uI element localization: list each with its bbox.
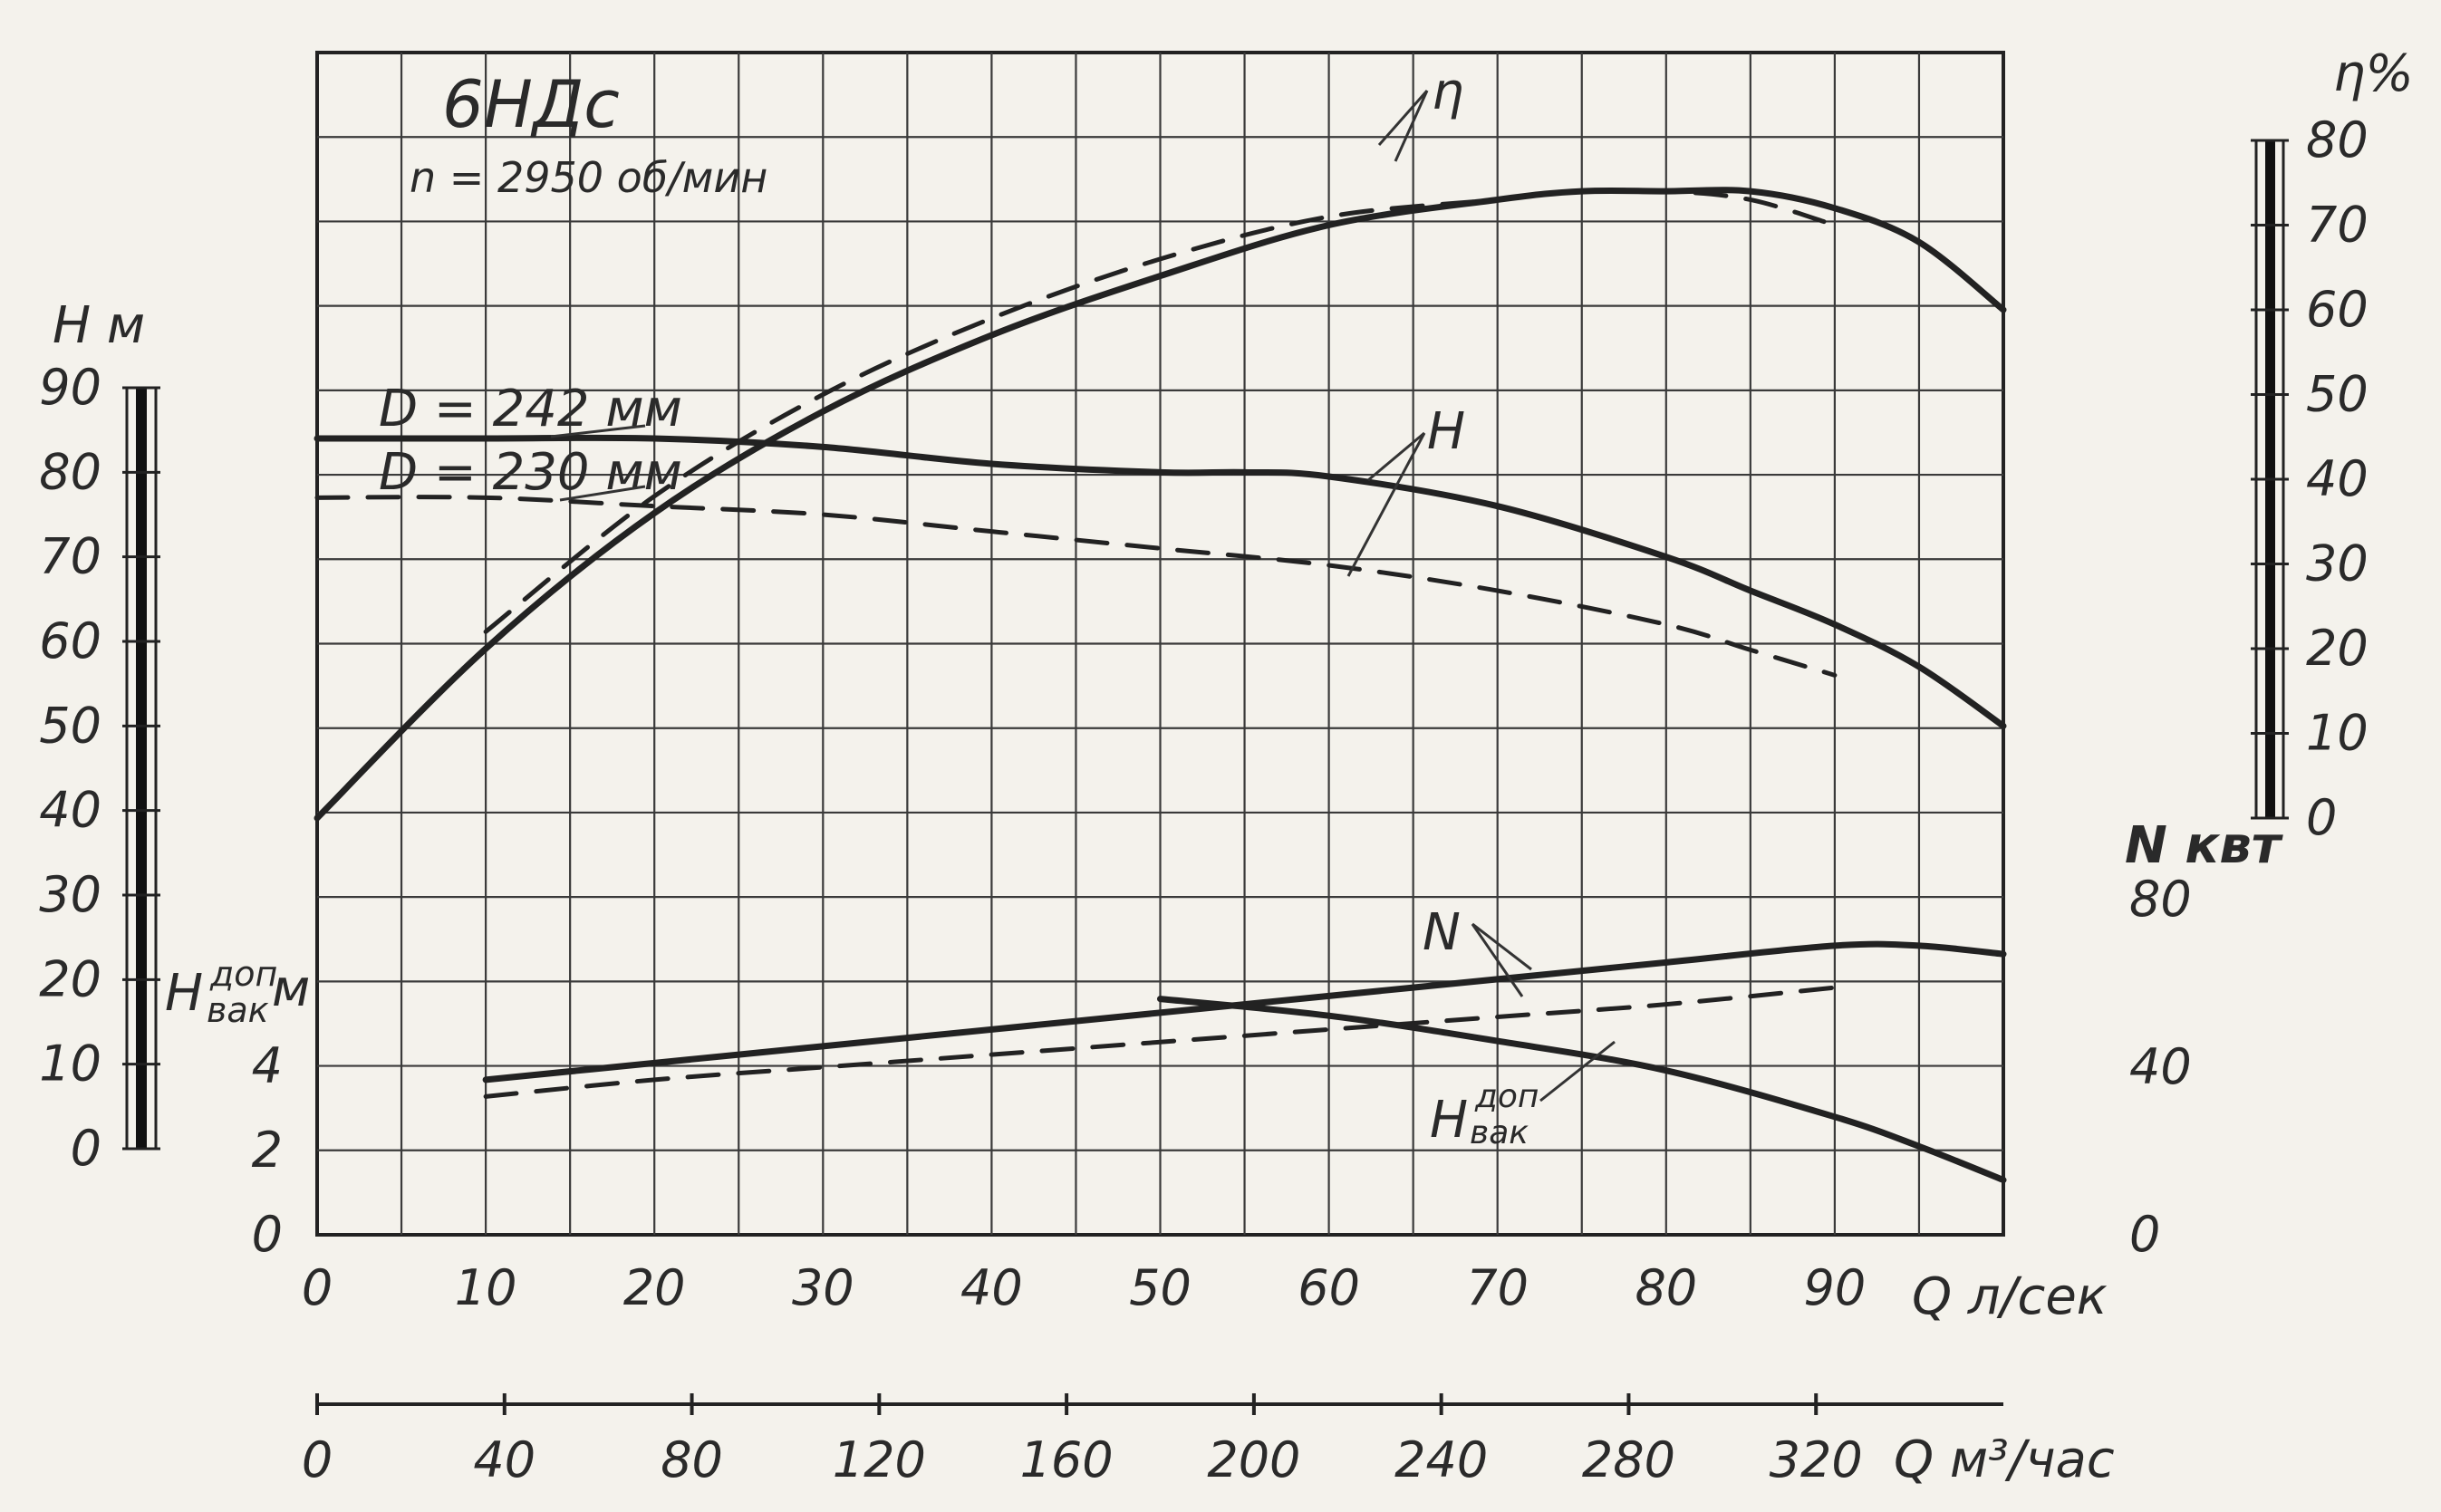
h-tick-label: 60: [39, 612, 101, 669]
svg-text:м: м: [272, 959, 310, 1018]
eta-axis-label: η%: [2333, 44, 2414, 103]
svg-text:вак: вак: [1470, 1114, 1529, 1151]
annotation-d230: D = 230 мм: [379, 443, 682, 502]
x2-tick-label: 0: [302, 1431, 333, 1488]
h-tick-label: 20: [39, 950, 101, 1007]
eta-tick-label: 20: [2306, 620, 2369, 677]
series-line-eta_230: [483, 188, 1838, 634]
n-axis-ticks: 0 40 80: [2129, 871, 2192, 1263]
x2-tick-label: 280: [1582, 1431, 1675, 1488]
svg-text:вак: вак: [207, 990, 269, 1030]
series-line-Hvac: [1157, 996, 2007, 1184]
svg-text:доп: доп: [1474, 1078, 1539, 1115]
series-line-H_230: [314, 495, 1838, 678]
annotation-curve-n: N: [1423, 903, 1461, 962]
grid: [317, 53, 2003, 1235]
h-tick-label: 10: [39, 1035, 101, 1093]
svg-text:доп: доп: [209, 954, 277, 994]
x2-tick-label: 40: [473, 1431, 535, 1488]
eta-tick-label: 70: [2306, 197, 2369, 254]
eta-tick-label: 0: [2306, 789, 2337, 846]
hvac-tick-label: 2: [252, 1122, 283, 1179]
series-group: [314, 187, 2007, 1184]
h-axis-label: H м: [53, 296, 145, 355]
svg-text:H: H: [165, 964, 203, 1023]
series-line-N_230: [483, 985, 1838, 1099]
hvac-axis-label: H доп вак м: [165, 954, 310, 1030]
annotation-curve-eta: η: [1432, 63, 1464, 121]
x2-axis-ticks: 0 40 80 120 160 200 240 280 320: [302, 1393, 1863, 1488]
n-tick-label: 0: [2129, 1206, 2160, 1263]
eta-tick-label: 80: [2306, 111, 2369, 169]
series-line-H_242: [314, 434, 2007, 729]
annotation-curve-h: H: [1427, 402, 1465, 461]
h-tick-label: 80: [39, 443, 101, 500]
n-tick-label: 80: [2129, 871, 2192, 928]
x-tick-label: 0: [302, 1259, 333, 1316]
x2-tick-label: 200: [1207, 1431, 1300, 1488]
x-axis-label: Q л/сек: [1912, 1267, 2108, 1326]
chart-title: 6НДс: [442, 66, 620, 142]
series-line-N_242: [482, 940, 2007, 1083]
annotation-curve-hvac: H доп вак: [1430, 1078, 1539, 1151]
x-tick-label: 70: [1466, 1259, 1529, 1316]
x-tick-label: 10: [455, 1259, 517, 1316]
eta-tick-label: 50: [2306, 366, 2369, 423]
x2-axis-label: Q м³/час: [1894, 1430, 2115, 1489]
eta-tick-label: 30: [2306, 535, 2369, 592]
hvac-tick-label: 4: [252, 1037, 283, 1094]
x-axis-ticks: 0 10 20 30 40 50 60 70 80 90: [302, 1259, 1866, 1316]
h-axis-ticks: 0 10 20 30 40 50 60 70 80 90: [39, 359, 160, 1177]
h-tick-label: 70: [39, 528, 101, 585]
h-axis-bar-fill: [136, 388, 147, 1149]
h-tick-label: 40: [39, 782, 101, 839]
h-tick-label: 50: [39, 697, 101, 754]
x2-tick-label: 120: [833, 1431, 926, 1488]
x2-tick-label: 80: [661, 1431, 723, 1488]
eta-tick-label: 40: [2306, 450, 2369, 507]
x-tick-label: 30: [792, 1259, 854, 1316]
hvac-tick-label: 0: [252, 1206, 283, 1263]
x2-tick-label: 160: [1020, 1431, 1114, 1488]
n-axis-label: N квт: [2125, 816, 2284, 875]
x-tick-label: 90: [1804, 1259, 1867, 1316]
x2-tick-label: 320: [1770, 1431, 1863, 1488]
x-tick-label: 50: [1129, 1259, 1192, 1316]
leader-lines: [550, 90, 1616, 1103]
h-tick-label: 90: [39, 359, 101, 416]
h-tick-label: 30: [39, 866, 101, 923]
eta-tick-label: 10: [2306, 705, 2369, 762]
svg-text:H: H: [1430, 1091, 1468, 1150]
annotation-d242: D = 242 мм: [379, 380, 682, 438]
n-tick-label: 40: [2129, 1038, 2192, 1095]
series-line-eta_242: [314, 187, 2007, 822]
eta-tick-label: 60: [2306, 281, 2369, 338]
h-tick-label: 0: [71, 1120, 101, 1177]
x-tick-label: 20: [623, 1259, 686, 1316]
eta-axis-ticks: 0 10 20 30 40 50 60 70 80: [2251, 111, 2369, 846]
x2-tick-label: 240: [1394, 1431, 1488, 1488]
chart-subtitle: n = 2950 об/мин: [410, 153, 767, 202]
x-tick-label: 80: [1635, 1259, 1697, 1316]
hvac-axis-ticks: 0 2 4: [252, 1037, 283, 1263]
x-tick-label: 60: [1298, 1259, 1360, 1316]
x-tick-label: 40: [960, 1259, 1023, 1316]
